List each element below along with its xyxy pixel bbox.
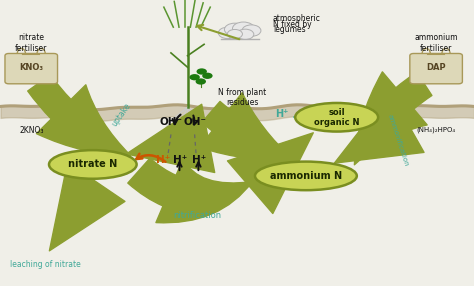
Circle shape xyxy=(225,23,245,36)
Text: ammonification: ammonification xyxy=(387,113,410,167)
Circle shape xyxy=(190,74,200,80)
Text: N fixed by: N fixed by xyxy=(273,19,311,29)
Text: H⁺: H⁺ xyxy=(156,155,170,165)
Circle shape xyxy=(228,29,242,39)
Text: N from plant
residues: N from plant residues xyxy=(218,88,266,107)
Text: ammonium N: ammonium N xyxy=(270,171,342,181)
Ellipse shape xyxy=(49,150,137,179)
Text: KNO₃: KNO₃ xyxy=(19,63,43,72)
Text: (NH₄)₂HPO₄: (NH₄)₂HPO₄ xyxy=(417,127,456,133)
Circle shape xyxy=(233,22,254,35)
Text: atmospheric: atmospheric xyxy=(273,14,320,23)
Ellipse shape xyxy=(295,103,378,132)
Text: H⁺: H⁺ xyxy=(275,110,289,119)
Text: OH⁻: OH⁻ xyxy=(159,117,182,127)
Circle shape xyxy=(197,68,207,75)
FancyBboxPatch shape xyxy=(5,53,57,84)
Text: H⁺: H⁺ xyxy=(192,155,207,165)
Circle shape xyxy=(196,78,206,85)
Text: ammonium
fertiliser: ammonium fertiliser xyxy=(414,33,458,53)
Text: nitrate N: nitrate N xyxy=(68,160,118,169)
Text: soil
organic N: soil organic N xyxy=(314,108,359,127)
Text: 2KNO₃: 2KNO₃ xyxy=(19,126,44,135)
Circle shape xyxy=(202,73,213,79)
Text: uptake: uptake xyxy=(110,101,133,128)
Text: nitrate
fertiliser: nitrate fertiliser xyxy=(15,33,47,53)
Text: DAP: DAP xyxy=(426,63,446,72)
Ellipse shape xyxy=(255,162,357,190)
Circle shape xyxy=(237,29,254,39)
Text: OH⁻: OH⁻ xyxy=(183,117,206,127)
Text: leaching of nitrate: leaching of nitrate xyxy=(10,260,81,269)
FancyBboxPatch shape xyxy=(410,53,463,84)
Circle shape xyxy=(242,25,261,36)
Text: legumes: legumes xyxy=(273,25,305,34)
Text: nitrification: nitrification xyxy=(173,211,221,221)
Text: H⁺: H⁺ xyxy=(173,155,188,165)
Circle shape xyxy=(219,27,237,39)
